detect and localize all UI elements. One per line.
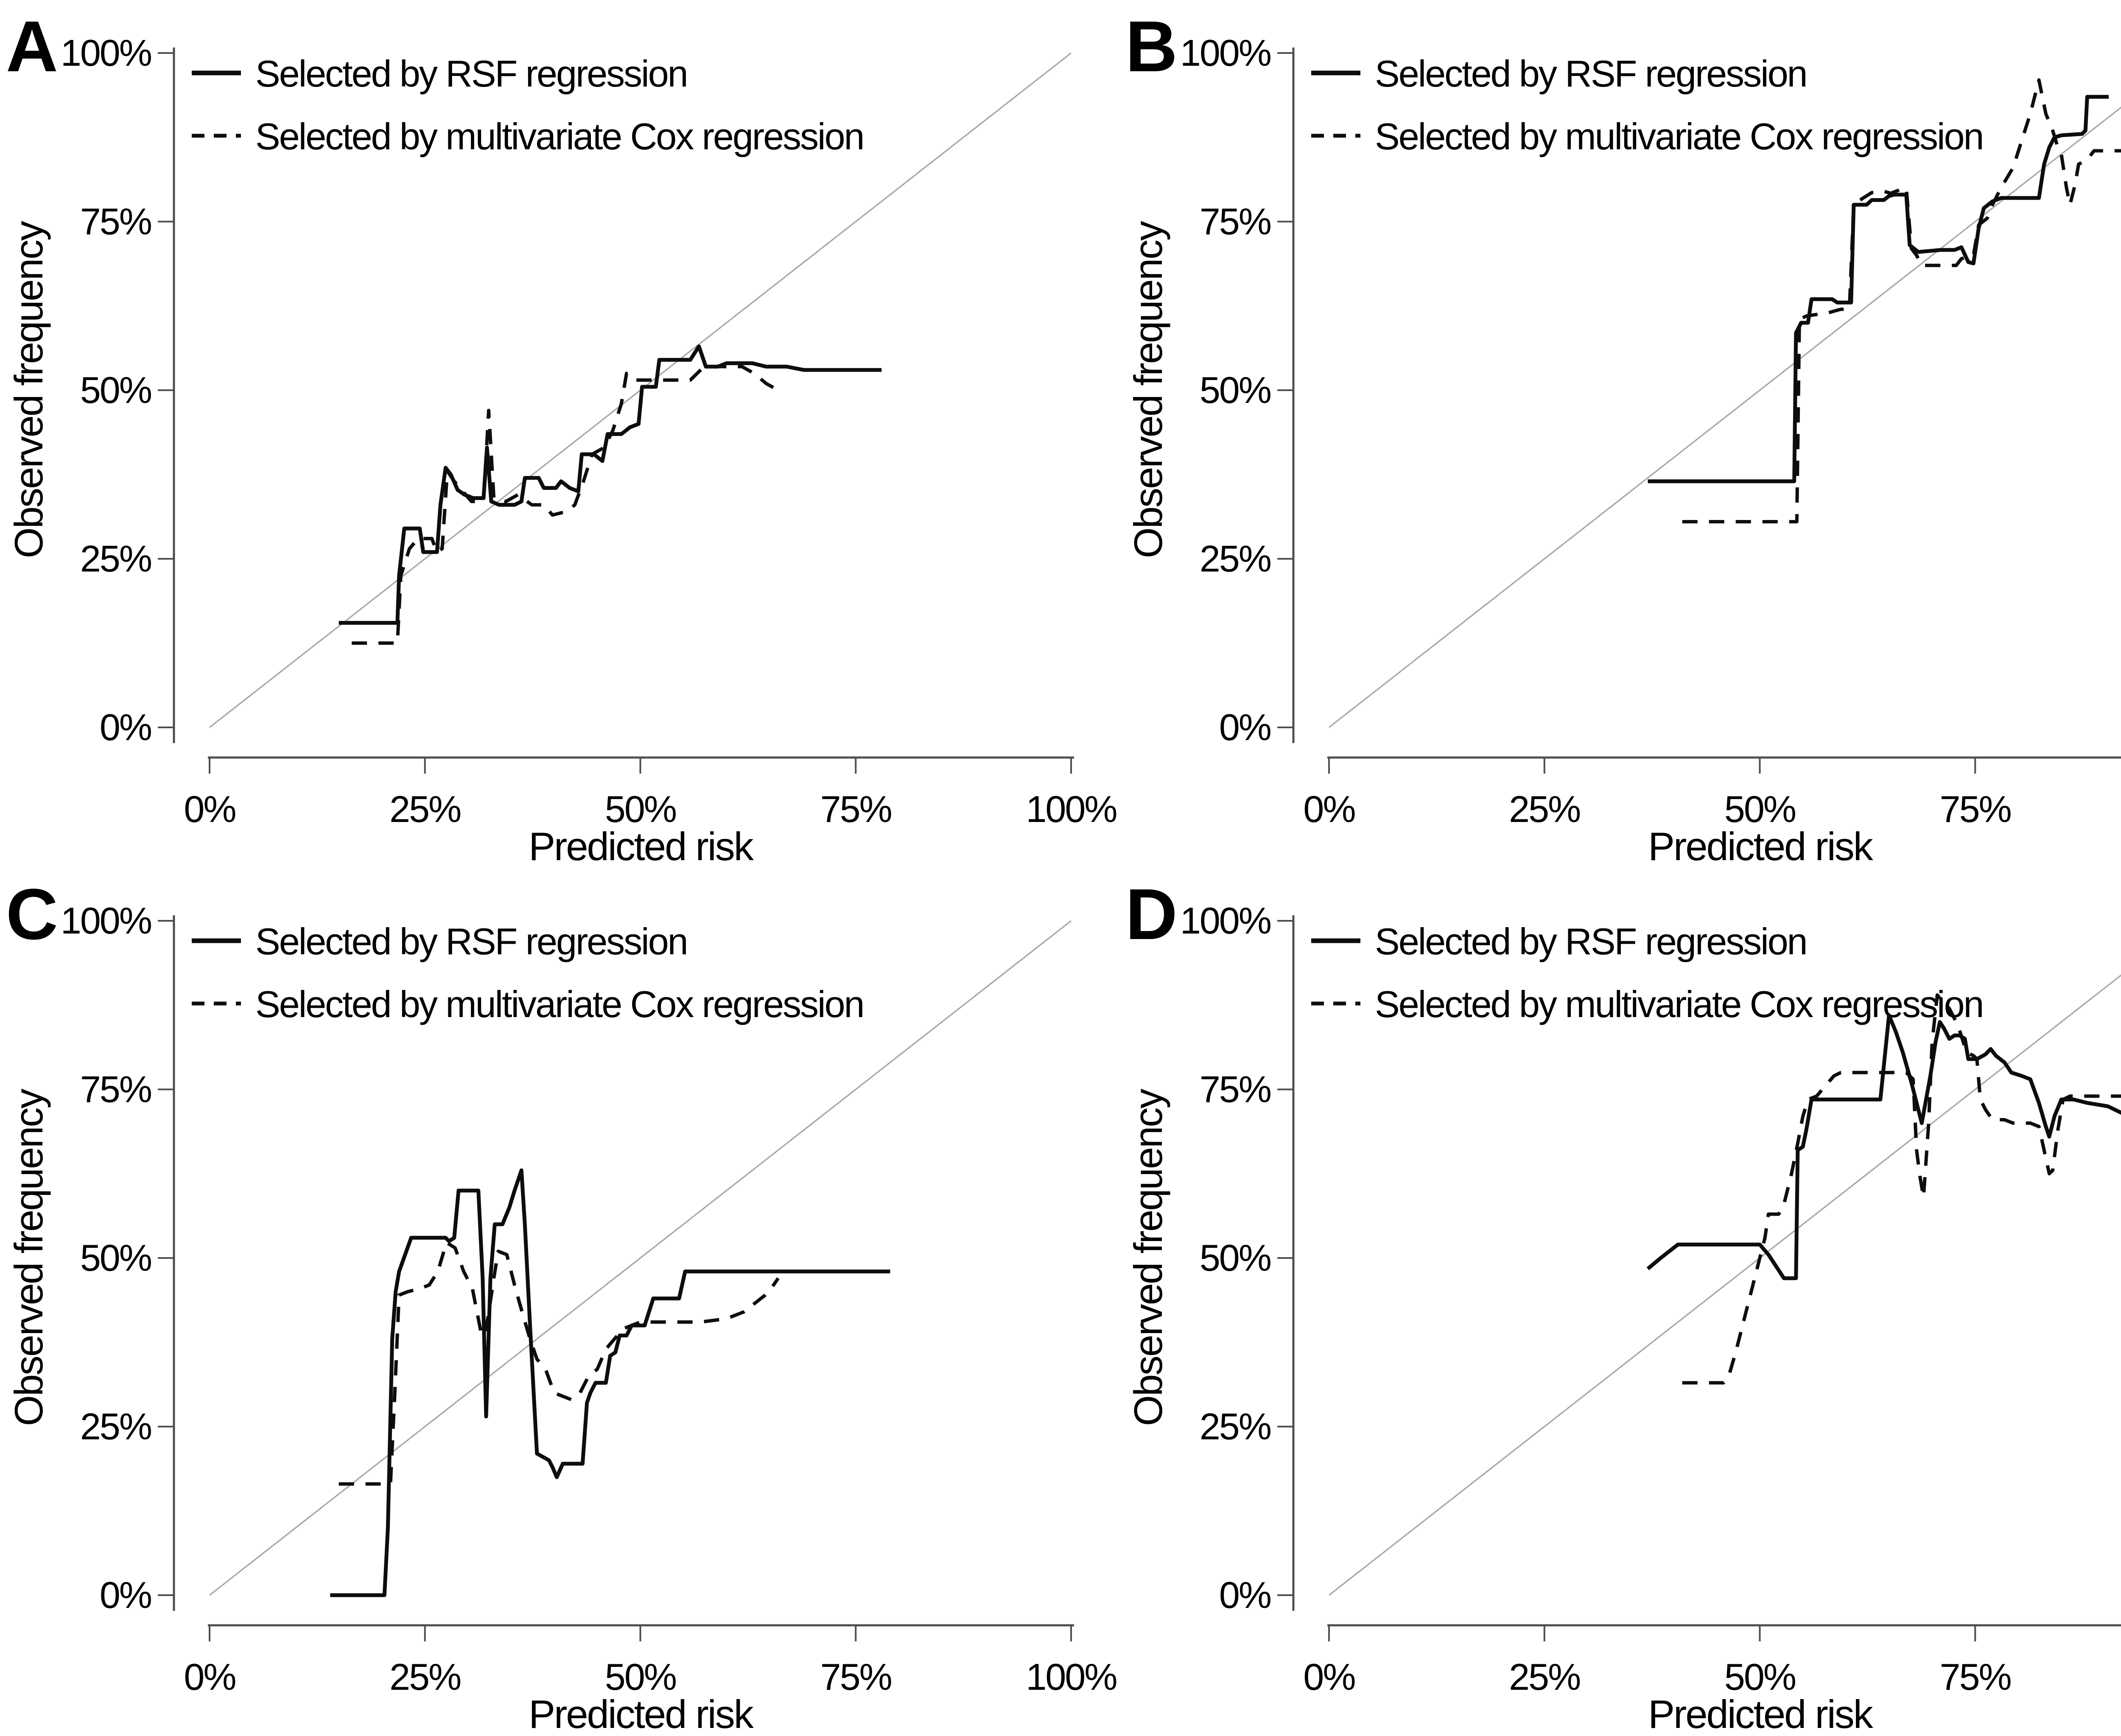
x-tick-label: 75% xyxy=(1940,1656,2011,1698)
legend-label-rsf: Selected by RSF regression xyxy=(255,53,687,95)
panel-letter: C xyxy=(6,874,56,955)
panel-letter: D xyxy=(1125,874,1176,955)
reference-line xyxy=(1328,106,2121,728)
rsf-regression-line xyxy=(339,344,882,625)
cox-regression-line xyxy=(339,1241,780,1486)
x-tick-label: 0% xyxy=(184,1656,235,1698)
x-tick-label: 100% xyxy=(1026,1656,1116,1698)
y-tick-label: 50% xyxy=(1200,1237,1271,1279)
panel-letter: B xyxy=(1125,6,1176,87)
y-tick-label: 75% xyxy=(1200,201,1271,243)
panel-d: D 0%25%50%75%100%0%25%50%75%100%Predicte… xyxy=(1119,868,2121,1736)
x-tick-label: 25% xyxy=(389,788,461,830)
legend-label-cox: Selected by multivariate Cox regression xyxy=(255,115,863,157)
y-tick-label: 25% xyxy=(80,538,151,580)
y-tick-label: 50% xyxy=(80,1237,151,1279)
y-tick-label: 100% xyxy=(1180,900,1271,942)
panel-a: A 0% 25% 50% 75% 100% 0% 25% 50% 75% 100% Predicte… xyxy=(0,0,1119,868)
y-tick-label: 75% xyxy=(80,201,151,243)
x-tick-label: 75% xyxy=(1940,788,2011,830)
y-tick-label: 100% xyxy=(61,32,151,74)
x-axis-title: Predicted risk xyxy=(1648,824,1873,868)
y-tick-label: 100% xyxy=(61,900,151,942)
x-tick-label: 50% xyxy=(605,1656,676,1698)
legend-label-rsf: Selected by RSF regression xyxy=(1375,920,1807,962)
panel-letter: A xyxy=(6,6,56,87)
x-tick-label: 100% xyxy=(1026,788,1116,830)
rsf-regression-line xyxy=(1646,1013,2121,1280)
x-tick-label: 50% xyxy=(1724,788,1796,830)
plot-area-b: B 0%25%50%75%100%0%25%50%75%100%Predicte… xyxy=(1125,6,2121,868)
legend-label-rsf: Selected by RSF regression xyxy=(255,920,687,962)
y-tick-label: 0% xyxy=(100,706,151,748)
y-axis-title: Observed frequency xyxy=(6,221,51,558)
y-axis-title: Observed frequency xyxy=(6,1089,51,1426)
y-axis-title: Observed frequency xyxy=(1126,1089,1170,1426)
x-axis-title: Predicted risk xyxy=(529,824,754,868)
panel-b: B 0%25%50%75%100%0%25%50%75%100%Predicte… xyxy=(1119,0,2121,868)
x-tick-label: 25% xyxy=(1509,788,1580,830)
panel-c: C 0% 25% 50% 75% 100% 0% 25% 50% 75% 100% Predicte… xyxy=(0,868,1119,1736)
legend-label-cox: Selected by multivariate Cox regression xyxy=(1375,115,1983,157)
plot-area-c: C 0% 25% 50% 75% 100% 0% 25% 50% 75% 100% Predicte… xyxy=(6,874,1118,1736)
x-tick-label: 75% xyxy=(820,1656,892,1698)
cox-regression-line xyxy=(352,365,779,645)
cox-regression-line xyxy=(1682,993,2121,1385)
y-tick-label: 25% xyxy=(1200,1406,1271,1448)
y-tick-label: 50% xyxy=(80,369,151,411)
rsf-regression-line xyxy=(330,1168,890,1597)
legend-label-cox: Selected by multivariate Cox regression xyxy=(255,983,863,1025)
x-axis-title: Predicted risk xyxy=(1648,1692,1873,1736)
rsf-regression-line xyxy=(1648,95,2109,484)
y-axis-title: Observed frequency xyxy=(1126,221,1170,558)
plot-area-d: D 0%25%50%75%100%0%25%50%75%100%Predicte… xyxy=(1125,874,2121,1736)
cox-regression-line xyxy=(1682,78,2121,523)
y-tick-label: 25% xyxy=(1200,538,1271,580)
x-tick-label: 25% xyxy=(389,1656,461,1698)
y-tick-label: 0% xyxy=(1219,706,1271,748)
x-tick-label: 50% xyxy=(1724,1656,1796,1698)
y-tick-label: 75% xyxy=(80,1068,151,1110)
x-tick-label: 75% xyxy=(820,788,892,830)
y-tick-label: 0% xyxy=(100,1574,151,1616)
y-tick-label: 50% xyxy=(1200,369,1271,411)
y-tick-label: 25% xyxy=(80,1406,151,1448)
y-tick-label: 0% xyxy=(1219,1574,1271,1616)
y-tick-label: 75% xyxy=(1200,1068,1271,1110)
y-tick-label: 100% xyxy=(1180,32,1271,74)
x-axis-title: Predicted risk xyxy=(529,1692,754,1736)
x-tick-label: 0% xyxy=(184,788,235,830)
x-tick-label: 0% xyxy=(1303,1656,1355,1698)
legend-label-rsf: Selected by RSF regression xyxy=(1375,53,1807,95)
x-tick-label: 25% xyxy=(1509,1656,1580,1698)
legend-label-cox: Selected by multivariate Cox regression xyxy=(1375,983,1983,1025)
plot-area-a: A 0% 25% 50% 75% 100% 0% 25% 50% 75% 100% Predicte… xyxy=(6,6,1118,868)
x-tick-label: 50% xyxy=(605,788,676,830)
x-tick-label: 0% xyxy=(1303,788,1355,830)
